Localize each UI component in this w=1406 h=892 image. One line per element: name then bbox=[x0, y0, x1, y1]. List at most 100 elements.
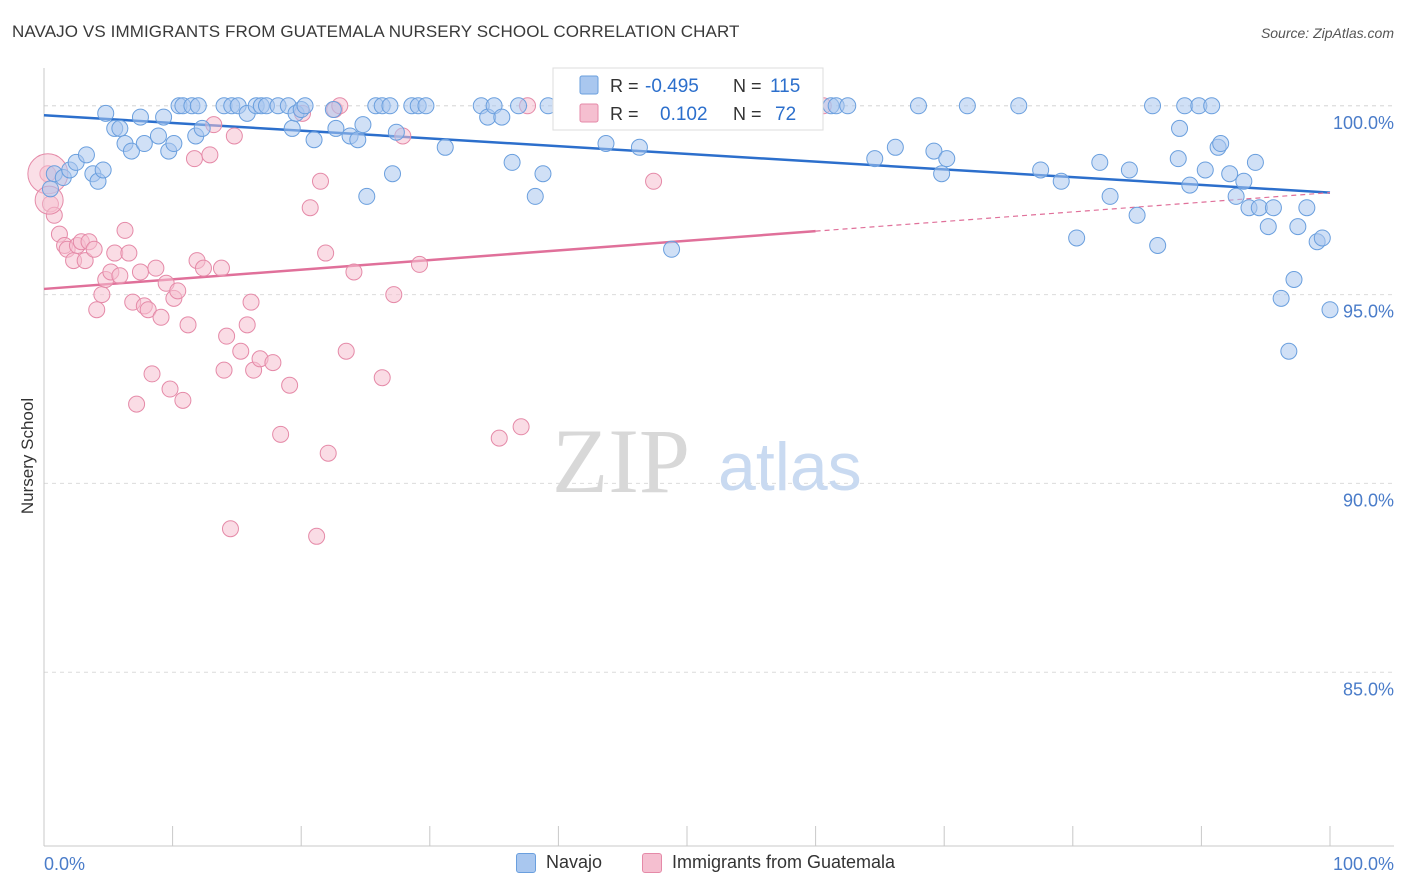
data-point-guatemala bbox=[319, 444, 337, 462]
y-axis-label: Nursery School bbox=[18, 398, 37, 514]
data-point-guatemala bbox=[242, 293, 260, 311]
data-point-navajo bbox=[1120, 161, 1138, 179]
data-point-guatemala bbox=[264, 354, 282, 372]
data-point-guatemala bbox=[218, 327, 236, 345]
y-tick-labels: 85.0% 90.0% 95.0% 100.0% bbox=[1333, 113, 1394, 700]
series-guatemala-points bbox=[27, 97, 832, 545]
data-point-guatemala bbox=[308, 527, 326, 545]
data-point-navajo bbox=[1169, 150, 1187, 168]
data-point-navajo bbox=[493, 108, 511, 126]
data-point-navajo bbox=[1285, 270, 1303, 288]
stats-r-label-guatemala: R = bbox=[610, 104, 639, 124]
data-point-guatemala bbox=[185, 150, 203, 168]
data-point-navajo bbox=[1128, 206, 1146, 224]
data-point-guatemala bbox=[225, 127, 243, 145]
data-point-navajo bbox=[1321, 301, 1339, 319]
data-point-navajo bbox=[1203, 97, 1221, 115]
data-point-guatemala bbox=[301, 199, 319, 217]
data-point-guatemala bbox=[645, 172, 663, 190]
data-point-navajo bbox=[1052, 172, 1070, 190]
stats-n-value-guatemala: 72 bbox=[775, 104, 796, 125]
data-point-navajo bbox=[122, 142, 140, 160]
stats-n-label-navajo: N = bbox=[733, 76, 762, 96]
y-tick-label: 100.0% bbox=[1333, 113, 1394, 133]
data-point-navajo bbox=[94, 161, 112, 179]
data-point-navajo bbox=[1101, 187, 1119, 205]
data-point-guatemala bbox=[512, 418, 530, 436]
stats-r-value-guatemala: 0.102 bbox=[660, 104, 708, 125]
data-point-navajo bbox=[155, 108, 173, 126]
legend-swatch-navajo bbox=[516, 852, 536, 873]
data-point-guatemala bbox=[337, 342, 355, 360]
data-point-navajo bbox=[938, 150, 956, 168]
data-point-navajo bbox=[1032, 161, 1050, 179]
data-point-navajo bbox=[327, 119, 345, 137]
data-point-navajo bbox=[663, 240, 681, 258]
data-point-navajo bbox=[305, 131, 323, 149]
data-point-guatemala bbox=[311, 172, 329, 190]
data-point-navajo bbox=[381, 97, 399, 115]
data-point-navajo bbox=[354, 116, 372, 134]
data-point-navajo bbox=[1246, 153, 1264, 171]
data-point-guatemala bbox=[232, 342, 250, 360]
data-point-navajo bbox=[909, 97, 927, 115]
source-label: Source: ZipAtlas.com bbox=[1260, 25, 1394, 41]
data-point-guatemala bbox=[169, 282, 187, 300]
data-point-guatemala bbox=[373, 369, 391, 387]
data-point-guatemala bbox=[85, 240, 103, 258]
data-point-navajo bbox=[296, 97, 314, 115]
data-point-navajo bbox=[189, 97, 207, 115]
chart-title: NAVAJO VS IMMIGRANTS FROM GUATEMALA NURS… bbox=[12, 22, 740, 41]
data-point-navajo bbox=[503, 153, 521, 171]
data-point-navajo bbox=[933, 165, 951, 183]
trend-line-guatemala-extension bbox=[815, 192, 1331, 232]
legend-swatch-guatemala bbox=[642, 852, 662, 873]
data-point-navajo bbox=[1171, 119, 1189, 137]
legend-label-navajo: Navajo bbox=[546, 852, 603, 872]
data-point-guatemala bbox=[131, 263, 149, 281]
data-point-navajo bbox=[597, 135, 615, 153]
data-point-navajo bbox=[1280, 342, 1298, 360]
y-tick-label: 85.0% bbox=[1343, 679, 1394, 699]
data-point-navajo bbox=[1144, 97, 1162, 115]
data-point-navajo bbox=[1250, 199, 1268, 217]
watermark-zip: ZIP bbox=[552, 410, 690, 512]
data-point-guatemala bbox=[128, 395, 146, 413]
data-point-navajo bbox=[866, 150, 884, 168]
data-point-navajo bbox=[77, 146, 95, 164]
data-point-navajo bbox=[1272, 289, 1290, 307]
legend-label-guatemala: Immigrants from Guatemala bbox=[672, 852, 896, 872]
data-point-navajo bbox=[1221, 165, 1239, 183]
stats-n-value-navajo: 115 bbox=[770, 76, 800, 97]
data-point-guatemala bbox=[93, 286, 111, 304]
data-point-guatemala bbox=[212, 259, 230, 277]
data-point-navajo bbox=[1181, 176, 1199, 194]
data-point-guatemala bbox=[88, 301, 106, 319]
data-point-navajo bbox=[97, 104, 115, 122]
data-point-navajo bbox=[324, 101, 342, 119]
watermark: ZIP atlas bbox=[552, 410, 862, 512]
data-point-navajo bbox=[135, 135, 153, 153]
stats-r-label-navajo: R = bbox=[610, 76, 639, 96]
data-point-guatemala bbox=[106, 244, 124, 262]
stats-legend: R = -0.495 N = 115 R = 0.102 N = 72 bbox=[552, 67, 824, 131]
data-point-navajo bbox=[1227, 187, 1245, 205]
data-point-guatemala bbox=[111, 267, 129, 285]
data-point-navajo bbox=[1289, 218, 1307, 236]
data-point-navajo bbox=[839, 97, 857, 115]
data-point-navajo bbox=[925, 142, 943, 160]
data-point-navajo bbox=[958, 97, 976, 115]
stats-legend-swatch-navajo bbox=[579, 75, 599, 95]
data-point-navajo bbox=[149, 127, 167, 145]
data-point-guatemala bbox=[116, 221, 134, 239]
stats-r-value-navajo: -0.495 bbox=[645, 76, 699, 97]
x-tick-label-max: 100.0% bbox=[1333, 854, 1394, 874]
data-point-navajo bbox=[387, 123, 405, 141]
data-point-navajo bbox=[165, 135, 183, 153]
data-point-navajo bbox=[1010, 97, 1028, 115]
data-point-navajo bbox=[436, 138, 454, 156]
data-point-navajo bbox=[630, 138, 648, 156]
data-point-navajo bbox=[1176, 97, 1194, 115]
watermark-atlas: atlas bbox=[718, 429, 862, 505]
data-point-guatemala bbox=[215, 361, 233, 379]
